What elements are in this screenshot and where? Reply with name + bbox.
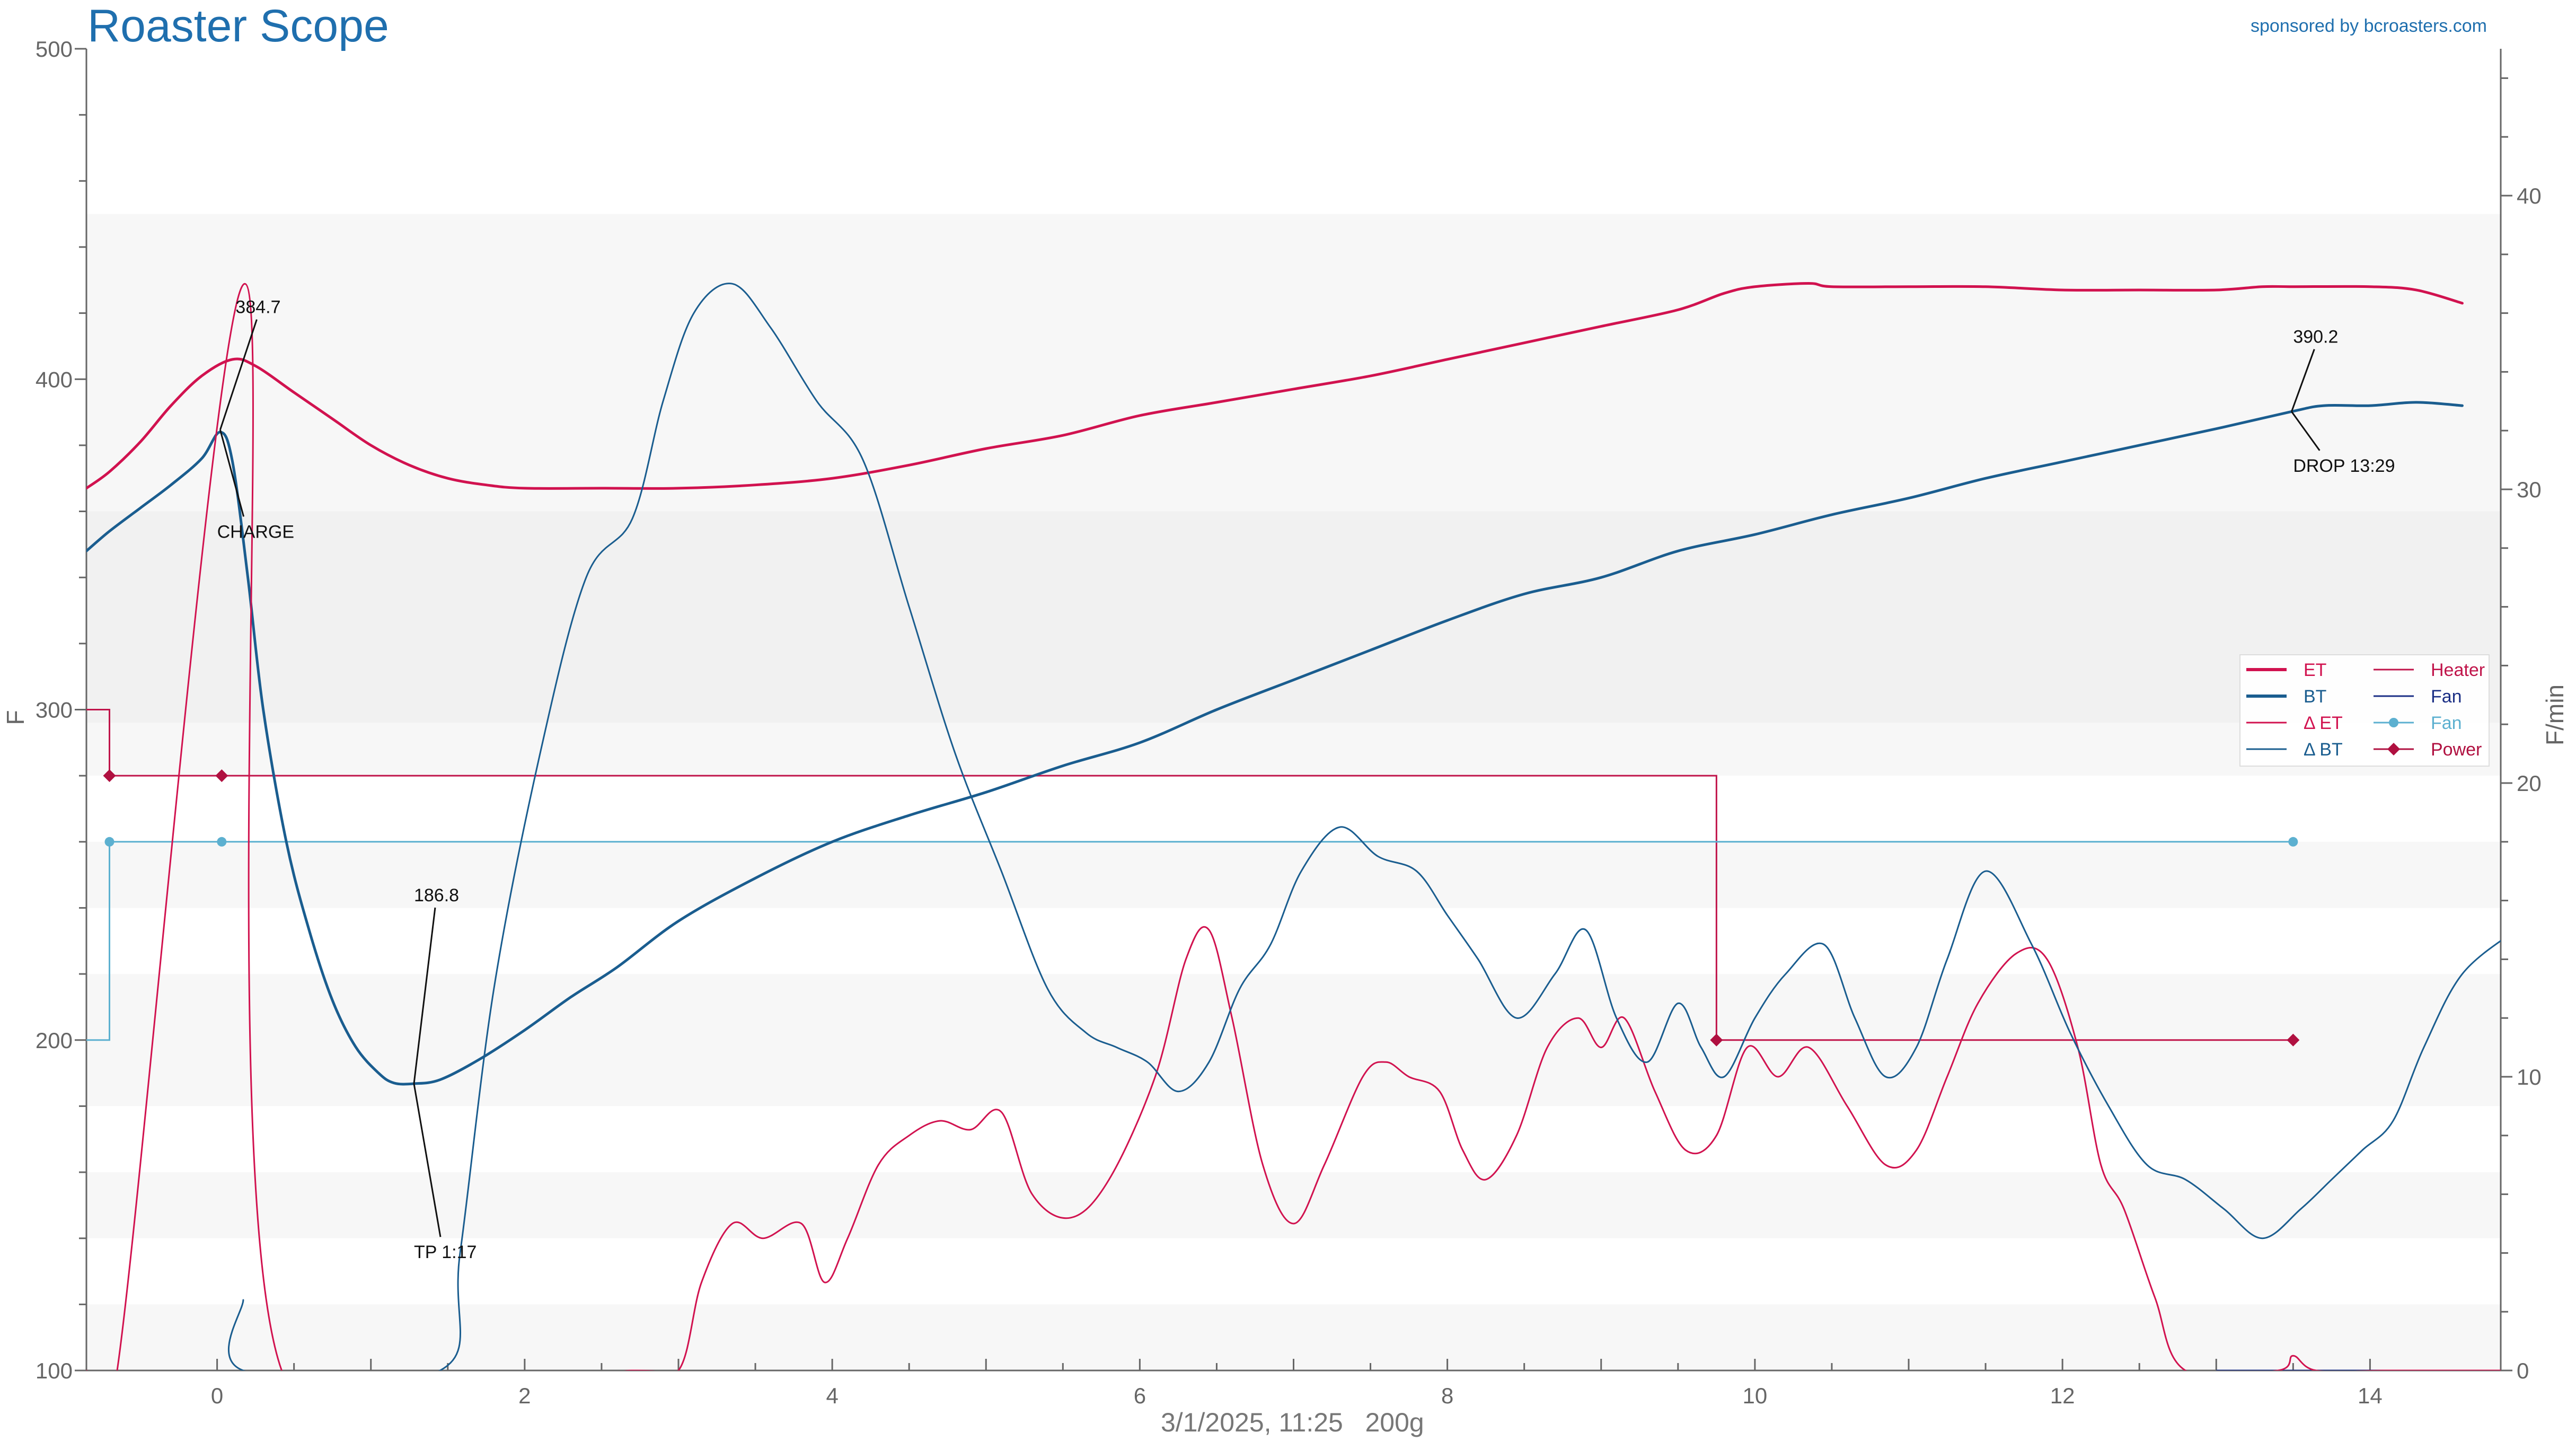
legend-item-label: Fan <box>2431 713 2462 733</box>
annotation-leader <box>219 319 258 430</box>
legend-item-label: ET <box>2304 660 2326 680</box>
app-title: Roaster Scope <box>87 1 389 51</box>
y-right-tick-label: 20 <box>2517 771 2542 796</box>
annotation-label: CHARGE <box>217 522 294 542</box>
sponsor-link[interactable]: sponsored by bcroasters.com <box>2251 16 2487 36</box>
step-line-heater <box>86 709 2293 1041</box>
annotation-leader <box>413 1083 442 1237</box>
power-marker <box>1710 1033 1723 1047</box>
fan-marker <box>104 837 114 847</box>
annotation-label: 384.7 <box>235 297 280 318</box>
legend-item-label: BT <box>2304 687 2326 707</box>
legend-item-label: Δ ET <box>2304 713 2343 733</box>
annotation-leader <box>2291 411 2321 451</box>
curve-series <box>86 282 2501 1370</box>
series-line-bt <box>86 401 2464 1086</box>
y-left-tick-label: 300 <box>36 698 73 723</box>
background-band <box>86 511 2501 723</box>
y-left-tick-label: 400 <box>36 367 73 392</box>
annotation-leader <box>413 907 436 1084</box>
legend-swatch-dot <box>2389 718 2398 727</box>
y-left-tick-label: 500 <box>36 37 73 61</box>
legend-item-label: Heater <box>2431 660 2485 680</box>
series-line-δ-et <box>86 283 2501 1370</box>
background-band <box>86 841 2501 908</box>
series-line-et <box>86 282 2464 490</box>
y-right-tick-label: 30 <box>2517 477 2542 502</box>
x-tick-label: 2 <box>518 1383 531 1408</box>
y-left-tick-label: 200 <box>36 1028 73 1053</box>
y-right-tick-label: 0 <box>2517 1358 2529 1383</box>
legend: ET Heater BT Fan Δ ET Fan Δ BT Power <box>2239 654 2490 767</box>
x-tick-label: 4 <box>826 1383 838 1408</box>
y-right-tick-label: 10 <box>2517 1065 2542 1089</box>
background-band <box>86 214 2501 280</box>
annotation-label: DROP 13:29 <box>2293 456 2395 476</box>
annotation-leader <box>219 429 245 517</box>
annotation-label: 390.2 <box>2293 327 2338 347</box>
y-right-tick-label: 40 <box>2517 183 2542 208</box>
background-bands <box>86 214 2501 1370</box>
series-line-δ-bt <box>227 283 2501 1370</box>
annotation-label: 186.8 <box>414 885 459 906</box>
annotation-leader <box>2291 349 2315 412</box>
background-band <box>86 1172 2501 1238</box>
step-series <box>86 709 2463 1370</box>
x-tick-label: 14 <box>2358 1383 2383 1408</box>
step-line-fan <box>86 841 2293 1041</box>
point-markers <box>103 769 2300 1047</box>
power-marker <box>103 769 116 783</box>
legend-item-label: Fan <box>2431 687 2462 707</box>
y-left-axis-label: F <box>2 710 29 725</box>
legend-item-label: Δ BT <box>2304 740 2343 760</box>
annotations: 384.7 CHARGE 186.8 TP 1:17 390.2 DROP 13:29 <box>217 297 2395 1262</box>
fan-marker <box>217 837 227 847</box>
fan-marker <box>2288 837 2298 847</box>
legend-box <box>2239 654 2490 767</box>
x-tick-label: 0 <box>211 1383 223 1408</box>
x-tick-label: 6 <box>1134 1383 1146 1408</box>
background-band <box>86 1040 2501 1106</box>
x-tick-label: 10 <box>1743 1383 1768 1408</box>
legend-item-label: Power <box>2431 740 2482 760</box>
x-tick-label: 8 <box>1441 1383 1453 1408</box>
background-band <box>86 723 2501 776</box>
background-band <box>86 280 2501 512</box>
y-left-tick-label: 100 <box>36 1358 73 1383</box>
annotation-label: TP 1:17 <box>414 1242 477 1262</box>
power-marker <box>2287 1033 2300 1047</box>
background-band <box>86 974 2501 1040</box>
power-marker <box>215 769 228 783</box>
legend-swatch-diamond <box>2387 743 2400 755</box>
x-tick-label: 12 <box>2050 1383 2075 1408</box>
y-right-axis-label: F/min <box>2541 684 2569 745</box>
roast-info-footer: 3/1/2025, 11:25 200g <box>1161 1408 1424 1437</box>
